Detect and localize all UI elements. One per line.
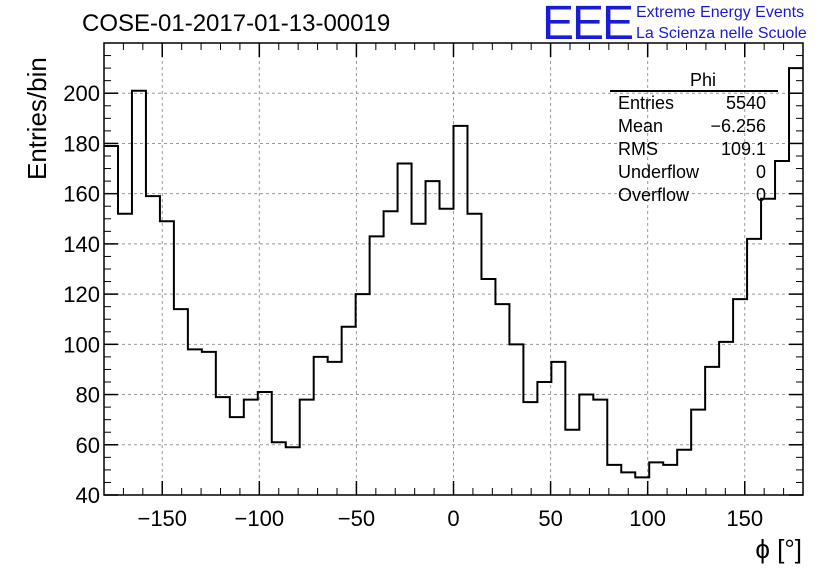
x-tick-label: −100: [235, 506, 285, 531]
x-tick-label: 0: [447, 506, 459, 531]
x-tick-label: 150: [726, 506, 763, 531]
stats-value: 0: [755, 162, 766, 182]
stats-row-overflow: Overflow 0: [610, 184, 778, 207]
stats-row-entries: Entries 5540: [610, 92, 778, 115]
stats-row-mean: Mean −6.256: [610, 115, 778, 138]
x-tick-label: 50: [538, 506, 562, 531]
x-tick-label: −150: [137, 506, 187, 531]
y-tick-label: 160: [63, 182, 100, 207]
stats-label: Entries: [618, 93, 675, 113]
stats-value: 109.1: [720, 139, 766, 159]
y-tick-label: 40: [76, 483, 100, 508]
x-tick-label: 100: [629, 506, 666, 531]
stats-label: Overflow: [618, 185, 690, 205]
stats-box: Phi Entries 5540 Mean −6.256 RMS 109.1 U…: [610, 70, 778, 207]
plot-title: COSE-01-2017-01-13-00019: [82, 10, 391, 37]
stats-label: Mean: [618, 116, 664, 136]
logo-line-2: La Scienza nelle Scuole: [636, 25, 807, 42]
stats-value: −6.256: [710, 116, 766, 136]
stats-value: 0: [755, 185, 766, 205]
x-axis: −150 −100 −50 0 50 100 150: [103, 43, 804, 531]
y-tick-label: 140: [63, 232, 100, 257]
y-tick-label: 180: [63, 131, 100, 156]
stats-value: 5540: [725, 93, 766, 113]
y-tick-label: 80: [76, 383, 100, 408]
y-axis-label: Entries/bin: [22, 57, 52, 180]
stats-row-rms: RMS 109.1: [610, 138, 778, 161]
y-tick-label: 60: [76, 433, 100, 458]
stats-row-underflow: Underflow 0: [610, 161, 778, 184]
histogram-line: [104, 67, 803, 479]
x-axis-label: ϕ [°]: [755, 534, 802, 564]
y-tick-label: 100: [63, 332, 100, 357]
grid-lines: [104, 43, 803, 496]
stats-label: RMS: [618, 139, 658, 159]
stats-name: Phi: [610, 70, 778, 92]
y-tick-label: 120: [63, 282, 100, 307]
stats-label: Underflow: [618, 162, 700, 182]
eee-logo: EEE: [542, 0, 634, 50]
logo-line-1: Extreme Energy Events: [636, 4, 805, 21]
x-tick-label: −50: [338, 506, 375, 531]
y-axis: 40 60 80 100 120 140 160 180 200: [63, 55, 803, 508]
y-tick-label: 200: [63, 81, 100, 106]
